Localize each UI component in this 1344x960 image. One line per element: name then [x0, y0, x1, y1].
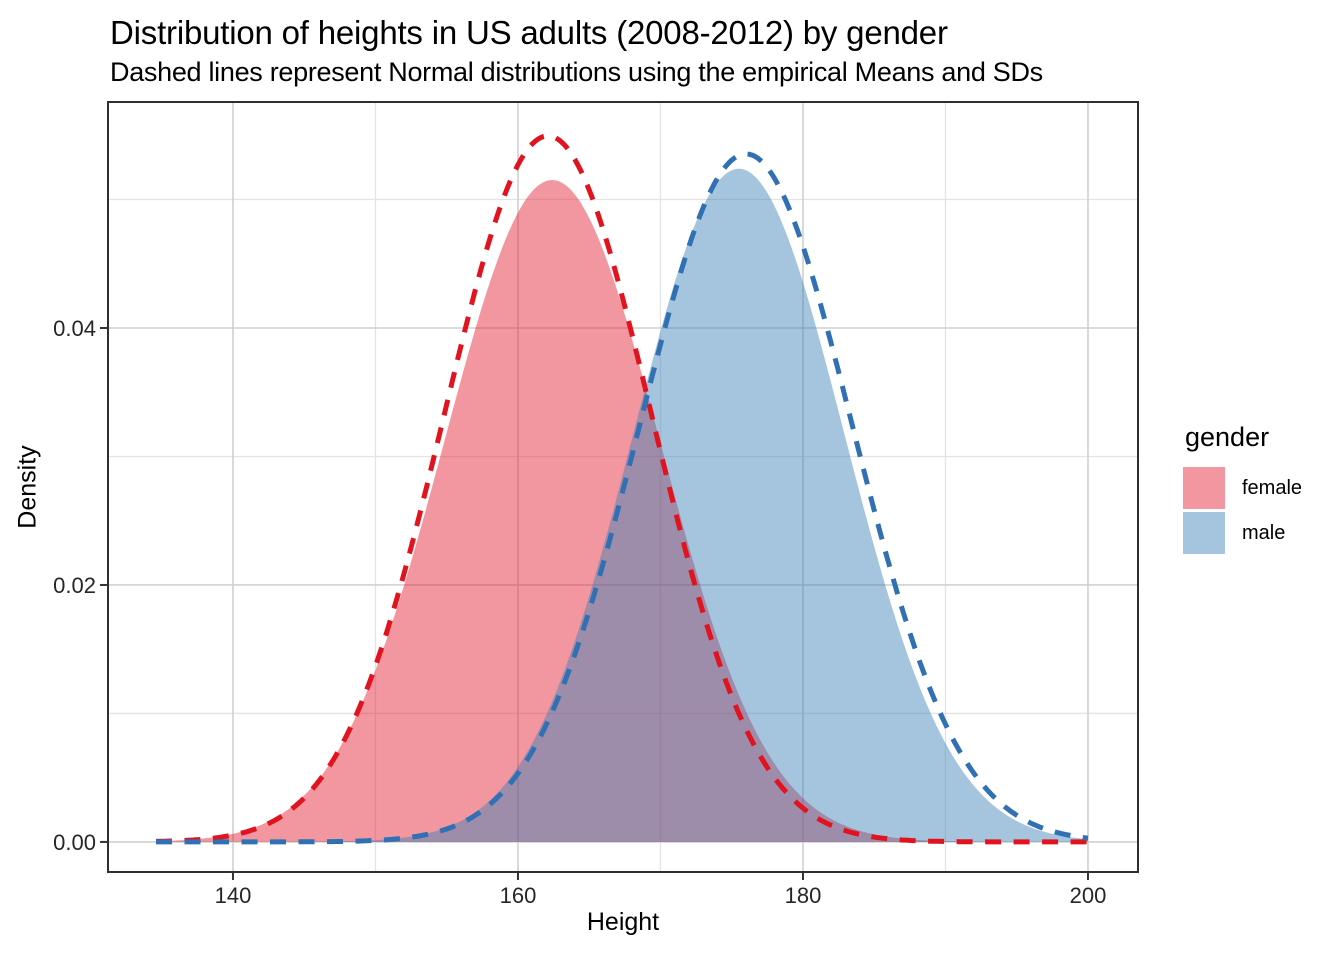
legend-swatch-female [1183, 467, 1225, 509]
female-normal-dashed-curve [155, 133, 1088, 845]
y-axis-title: Density [13, 445, 42, 529]
y-tick-label: 0.00 [53, 830, 96, 855]
legend-item-female: female [1183, 467, 1302, 509]
male-normal-dashed-curve [156, 151, 1089, 845]
female-density-area [156, 180, 1088, 842]
male-density-area [156, 168, 1088, 842]
x-tick-label: 140 [215, 883, 252, 908]
x-tick-label: 200 [1070, 883, 1107, 908]
legend: gender female male [1183, 422, 1302, 557]
x-tick-label: 160 [500, 883, 537, 908]
legend-label-female: female [1242, 476, 1303, 499]
panel-border [107, 101, 1139, 873]
legend-swatch-male [1183, 512, 1225, 554]
x-axis-title: Height [586, 908, 660, 936]
plot-title: Distribution of heights in US adults (20… [110, 14, 948, 51]
plot-subtitle: Dashed lines represent Normal distributi… [110, 57, 1043, 87]
y-tick-label: 0.02 [53, 573, 96, 598]
legend-title: gender [1185, 422, 1270, 452]
y-tick-label: 0.04 [53, 316, 96, 341]
legend-items: female male [1183, 467, 1302, 554]
legend-label-male: male [1242, 521, 1286, 544]
legend-item-male: male [1183, 512, 1302, 554]
x-tick-label: 180 [785, 883, 822, 908]
